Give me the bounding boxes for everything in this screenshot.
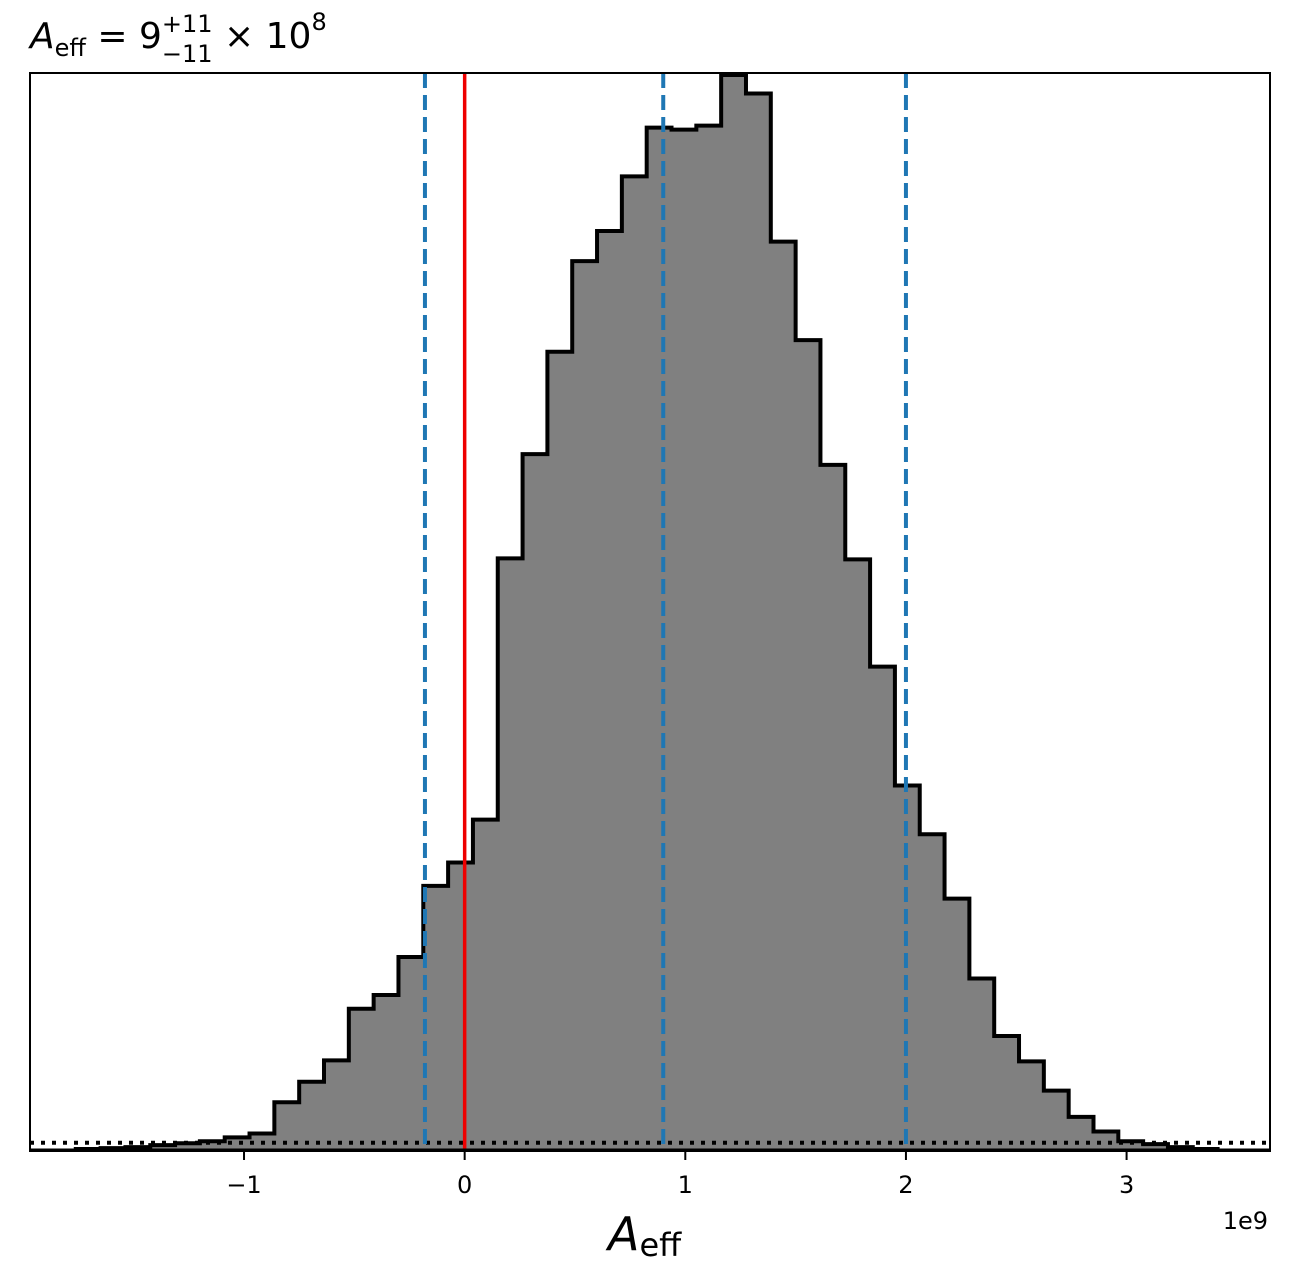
x-axis: −1 0 1 2 3 [226,1151,1134,1199]
histogram-bar [324,1060,350,1151]
histogram-bar [175,1143,201,1151]
histogram-bar [820,464,846,1151]
histogram-bar [199,1141,226,1151]
histogram-bar [721,75,747,1151]
histogram-bar [994,1035,1020,1151]
histogram-bar [150,1145,176,1151]
histogram-bar [373,995,399,1151]
histogram-bar [795,340,821,1151]
histogram-bar [646,127,673,1151]
x-tick-label: 3 [1119,1171,1134,1199]
histogram-bar [870,666,896,1151]
chart-title: Aeff = 9+11 −11 × 108 [28,8,327,68]
histogram-bar [770,241,797,1152]
histogram-bar [472,819,499,1151]
histogram-bar [1093,1131,1119,1151]
x-tick-label: 1 [678,1171,693,1199]
histogram-bar [423,885,449,1151]
plot-area [30,73,1270,1152]
histogram-bar [497,558,524,1151]
histogram-bar [1068,1116,1094,1151]
histogram-bar [621,176,648,1152]
x-tick-label: −1 [226,1171,261,1199]
histogram-outline [73,73,1220,1152]
x-axis-offset-label: 1e9 [1223,1207,1268,1235]
histogram-bar [1143,1144,1169,1151]
histogram-bar [944,898,970,1151]
histogram-bar [572,261,598,1152]
histogram-bar [696,125,722,1152]
histogram-bar [845,559,871,1151]
axes-frame [29,72,1271,1152]
histogram-bar [348,1008,375,1151]
histogram-bar [398,957,424,1151]
x-tick-label: 0 [457,1171,472,1199]
x-axis-label: Aeff [605,1207,682,1264]
histogram-bar [1118,1141,1144,1151]
histogram-bar [919,834,946,1151]
histogram-bar [671,129,697,1151]
histogram-bar [522,454,548,1152]
histogram-bar [299,1081,325,1151]
histogram-bar [448,862,474,1151]
histogram-bar [547,351,573,1151]
histogram-bar [1019,1061,1045,1151]
x-tick-label: 2 [898,1171,913,1199]
histogram-bar [969,978,995,1151]
histogram-bar [745,93,772,1152]
histogram-bar [597,230,623,1152]
